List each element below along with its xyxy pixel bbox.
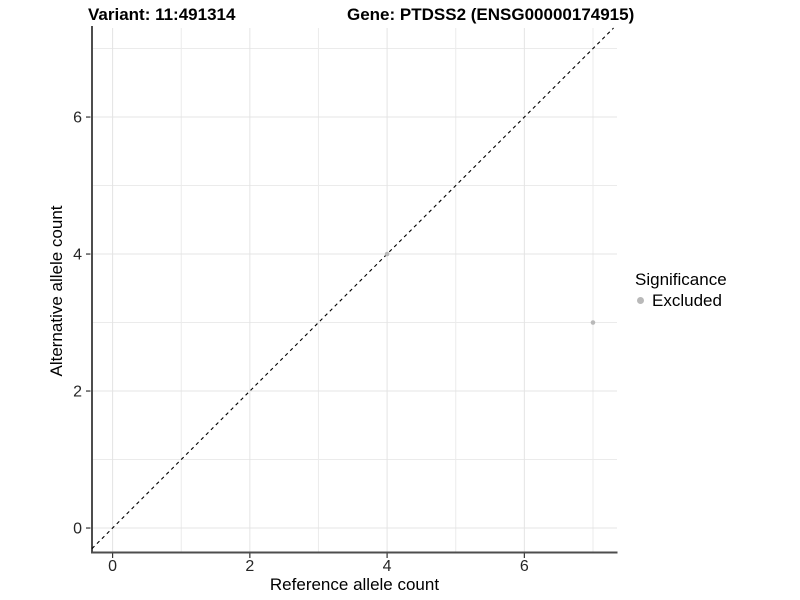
- y-tick-label: 2: [73, 384, 82, 401]
- x-tick-label: 0: [108, 558, 117, 575]
- data-point: [590, 320, 596, 325]
- x-tick-label: 4: [383, 558, 392, 575]
- legend-item-label: Excluded: [652, 291, 722, 310]
- plot-title-variant: Variant: 11:491314: [88, 5, 236, 24]
- data-point: [384, 251, 390, 257]
- plot-title-gene: Gene: PTDSS2 (ENSG00000174915): [347, 5, 635, 24]
- legend-item-excluded: Excluded: [632, 291, 727, 310]
- x-axis-title: Reference allele count: [269, 575, 440, 594]
- identity-line: [91, 27, 614, 549]
- legend: Significance Excluded: [632, 270, 727, 310]
- y-tick-label: 4: [73, 247, 82, 264]
- x-tick-label: 2: [245, 558, 254, 575]
- x-tick-label: 6: [520, 558, 529, 575]
- legend-point-icon: [637, 297, 644, 304]
- legend-title: Significance: [635, 270, 727, 289]
- y-axis-title: Alternative allele count: [47, 205, 66, 377]
- y-tick-label: 6: [73, 110, 82, 127]
- y-tick-label: 0: [73, 521, 82, 538]
